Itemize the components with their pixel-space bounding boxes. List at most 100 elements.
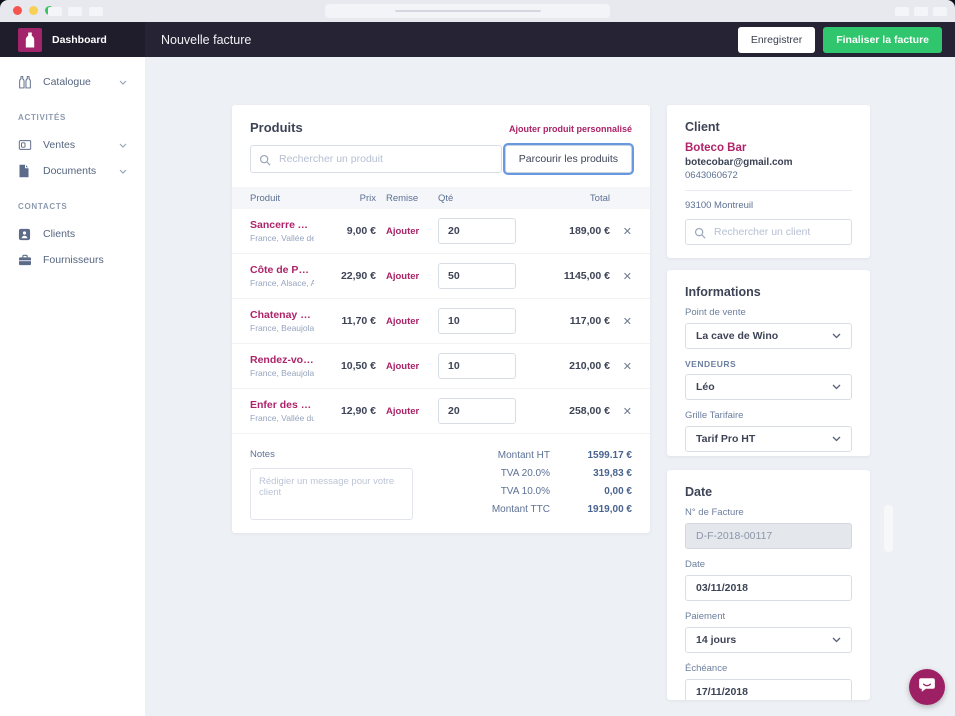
price-grid-value: Tarif Pro HT: [696, 433, 756, 445]
client-email: botecobar@gmail.com: [685, 157, 793, 168]
toolbar-placeholder-icon: [895, 7, 909, 16]
sidebar-item-catalogue[interactable]: Catalogue: [0, 69, 145, 95]
add-discount-link[interactable]: Ajouter: [386, 315, 420, 327]
product-details: France, Beaujolais & Lyonnais, Juliénas: [250, 368, 314, 378]
quantity-input[interactable]: [438, 263, 516, 289]
quantity-input[interactable]: [438, 308, 516, 334]
brand-label: Dashboard: [52, 33, 107, 46]
toolbar-placeholder-icon: [68, 7, 82, 16]
sidebar-item-clients[interactable]: Clients: [0, 221, 145, 247]
main-content: Produits Ajouter produit personnalisé Pa…: [145, 57, 955, 716]
product-price: 12,90 €: [340, 405, 376, 417]
product-name-link[interactable]: Enfer des Ballouquets - Perrouf: [250, 399, 314, 411]
chevron-down-icon: [119, 80, 127, 85]
client-search: [685, 219, 852, 245]
total-value: 1919,00 €: [587, 504, 633, 515]
point-of-sale-select[interactable]: La cave de Wino: [685, 323, 852, 349]
finalize-invoice-button[interactable]: Finaliser la facture: [823, 26, 942, 53]
chevron-down-icon: [832, 333, 841, 339]
chat-icon: [918, 677, 936, 698]
add-discount-link[interactable]: Ajouter: [386, 405, 420, 417]
seller-value: Léo: [696, 381, 715, 393]
add-discount-link[interactable]: Ajouter: [386, 270, 420, 282]
date-input[interactable]: [685, 575, 852, 601]
address-bar[interactable]: [325, 4, 610, 18]
product-search-input[interactable]: [250, 145, 502, 173]
product-row: Sancerre AOC - 2016 France, Vallée de la…: [232, 209, 650, 254]
point-of-sale-label: Point de vente: [685, 307, 746, 318]
sidebar-item-fournisseurs[interactable]: Fournisseurs: [0, 247, 145, 273]
product-total: 189,00 €: [569, 225, 610, 237]
close-window-button[interactable]: [13, 6, 22, 15]
browse-products-button[interactable]: Parcourir les produits: [504, 145, 632, 173]
client-search-input[interactable]: [685, 219, 852, 245]
quantity-input[interactable]: [438, 218, 516, 244]
client-phone: 0643060672: [685, 170, 738, 181]
sidebar-section-contacts: CONTACTS: [18, 202, 68, 211]
sidebar-item-label: Catalogue: [43, 76, 91, 88]
sidebar-item-label: Clients: [43, 228, 76, 240]
product-name-link[interactable]: Côte de Py - Laurant Gauthier: [250, 264, 314, 276]
informations-title: Informations: [685, 285, 761, 299]
sidebar-item-documents[interactable]: Documents: [0, 158, 145, 184]
add-discount-link[interactable]: Ajouter: [386, 225, 420, 237]
remove-product-icon[interactable]: ✕: [622, 225, 632, 238]
product-row: Chatenay - Laurant Gauthier France, Beau…: [232, 299, 650, 344]
brand-home-link[interactable]: Dashboard: [0, 22, 145, 57]
product-total: 258,00 €: [569, 405, 610, 417]
toolbar-placeholder-icon: [933, 7, 947, 16]
notes-textarea[interactable]: [250, 468, 413, 520]
minimize-window-button[interactable]: [29, 6, 38, 15]
product-name-link[interactable]: Sancerre AOC - 2016: [250, 219, 314, 231]
add-custom-product-link[interactable]: Ajouter produit personnalisé: [508, 124, 632, 134]
product-details: France, Beaujolais & Lyonnais, Juliénas: [250, 323, 314, 333]
remove-product-icon[interactable]: ✕: [622, 405, 632, 418]
product-price: 9,00 €: [346, 225, 376, 237]
total-label: TVA 20.0%: [500, 468, 550, 479]
product-row: Enfer des Ballouquets - Perrouf France, …: [232, 389, 650, 434]
quantity-input[interactable]: [438, 398, 516, 424]
remove-product-icon[interactable]: ✕: [622, 315, 632, 328]
browser-chrome: [0, 0, 955, 22]
sidebar-item-label: Fournisseurs: [43, 254, 104, 266]
price-grid-label: Grille Tarifaire: [685, 410, 744, 421]
search-icon: [259, 153, 271, 171]
chevron-down-icon: [119, 143, 127, 148]
chat-widget-button[interactable]: [909, 669, 945, 705]
column-total: Total: [589, 192, 610, 204]
client-title: Client: [685, 120, 720, 134]
document-icon: [18, 164, 33, 179]
invoice-totals: Montant HT 1599.17 € TVA 20.0% 319,83 € …: [492, 449, 632, 525]
sellers-label: VENDEURS: [685, 359, 737, 369]
save-button[interactable]: Enregistrer: [737, 26, 816, 53]
client-name-link[interactable]: Boteco Bar: [685, 142, 747, 154]
due-date-input[interactable]: [685, 679, 852, 700]
total-value: 319,83 €: [593, 468, 632, 479]
sidebar-item-ventes[interactable]: Ventes: [0, 132, 145, 158]
total-label: Montant HT: [497, 450, 550, 461]
column-product: Produit: [250, 192, 281, 204]
date-panel: Date N° de Facture Date Paiement 14 jour…: [667, 470, 870, 700]
quantity-input[interactable]: [438, 353, 516, 379]
add-discount-link[interactable]: Ajouter: [386, 360, 420, 372]
seller-select[interactable]: Léo: [685, 374, 852, 400]
wino-bottle-logo-icon: [18, 27, 42, 52]
column-price: Prix: [359, 192, 376, 204]
remove-product-icon[interactable]: ✕: [622, 360, 632, 373]
person-badge-icon: [18, 227, 33, 242]
briefcase-icon: [18, 253, 33, 268]
product-name-link[interactable]: Rendez-vous des Acolytes - Domaine des…: [250, 354, 314, 366]
price-grid-select[interactable]: Tarif Pro HT: [685, 426, 852, 452]
toolbar-placeholder-icon: [89, 7, 103, 16]
payment-terms-select[interactable]: 14 jours: [685, 627, 852, 653]
notes-label: Notes: [250, 449, 275, 460]
scrollbar-thumb[interactable]: [884, 505, 893, 552]
product-price: 10,50 €: [340, 360, 376, 372]
column-qty: Qté: [438, 192, 454, 204]
chevron-down-icon: [832, 637, 841, 643]
page-title: Nouvelle facture: [161, 32, 252, 47]
product-details: France, Alsace, Alsace Riesling: [250, 278, 314, 288]
remove-product-icon[interactable]: ✕: [622, 270, 632, 283]
product-total: 1145,00 €: [563, 270, 610, 282]
product-name-link[interactable]: Chatenay - Laurant Gauthier: [250, 309, 314, 321]
